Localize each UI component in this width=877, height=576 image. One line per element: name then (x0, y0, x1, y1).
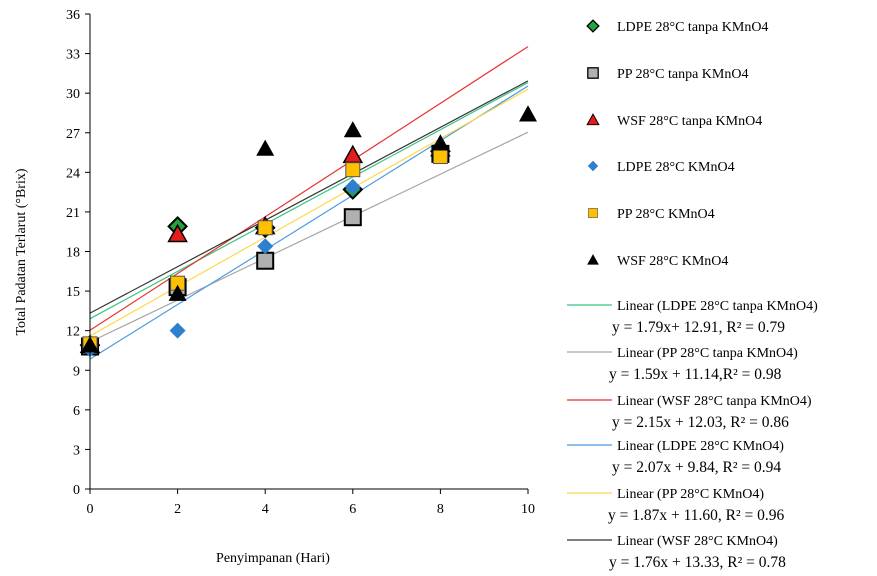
y-tick-label: 21 (66, 206, 80, 221)
legend-label: LDPE 28°C tanpa KMnO4 (617, 20, 768, 35)
trendline (89, 80, 529, 314)
legend-trend-item: Linear (LDPE 28°C KMnO4) y = 2.07x + 9.84… (567, 439, 784, 476)
trend-equation: y = 1.79x+ 12.91, R² = 0.79 (612, 319, 785, 336)
data-point (343, 208, 362, 227)
trend-equation: y = 2.15x + 12.03, R² = 0.86 (612, 414, 789, 431)
x-tick-label: 4 (262, 502, 269, 517)
legend-item: WSF 28°C KMnO4 (587, 254, 728, 269)
axes (89, 14, 528, 490)
y-tick-label: 18 (66, 246, 80, 261)
trendline (89, 131, 529, 343)
data-point (257, 238, 274, 255)
legend-label: WSF 28°C KMnO4 (617, 254, 728, 269)
legend-swatch (587, 67, 599, 79)
y-tick-label: 36 (66, 8, 80, 23)
y-tick-label: 3 (73, 443, 80, 458)
legend-trend-label: Linear (WSF 28°C tanpa KMnO4) (617, 394, 812, 409)
legend-item: PP 28°C tanpa KMnO4 (587, 67, 748, 82)
x-tick-label: 6 (349, 502, 356, 517)
trend-equation: y = 1.87x + 11.60, R² = 0.96 (608, 507, 785, 524)
trendline (89, 85, 529, 360)
y-tick-label: 27 (66, 127, 80, 142)
legend-item: LDPE 28°C tanpa KMnO4 (586, 19, 768, 35)
y-axis-title: Total Padatan Terlarut (°Brix) (14, 168, 29, 335)
legend-trend-item: Linear (PP 28°C KMnO4) y = 1.87x + 11.60,… (567, 487, 785, 524)
y-tick-label: 6 (73, 404, 80, 419)
data-point (342, 144, 364, 164)
x-tick-label: 8 (437, 502, 444, 517)
data-point (344, 178, 361, 195)
legend-trend-label: Linear (LDPE 28°C tanpa KMnO4) (617, 299, 818, 314)
data-point (167, 223, 188, 243)
data-point (169, 322, 186, 339)
y-tick-label: 0 (73, 483, 80, 498)
x-axis-title: Penyimpanan (Hari) (216, 551, 330, 566)
legend-trend-item: Linear (WSF 28°C tanpa KMnO4) y = 2.15x +… (567, 394, 812, 431)
trend-equation: y = 2.07x + 9.84, R² = 0.94 (612, 459, 781, 476)
trendline (89, 46, 529, 331)
trendline (89, 81, 529, 320)
data-point (256, 251, 275, 270)
x-tick-label: 10 (521, 502, 535, 517)
trend-equation: y = 1.59x + 11.14,R² = 0.98 (609, 366, 782, 383)
y-tick-label: 24 (66, 166, 80, 181)
trendlines (89, 46, 529, 360)
legend-trend-label: Linear (PP 28°C KMnO4) (617, 487, 764, 502)
legend-swatch (587, 160, 599, 172)
legend-item: PP 28°C KMnO4 (588, 207, 715, 222)
legend-label: PP 28°C KMnO4 (617, 207, 715, 222)
legend-trend-item: Linear (WSF 28°C KMnO4) y = 1.76x + 13.33… (567, 534, 786, 571)
y-tick-label: 9 (73, 364, 80, 379)
y-tick-label: 15 (66, 285, 80, 300)
legend-trend-label: Linear (PP 28°C tanpa KMnO4) (617, 346, 798, 361)
trendline (89, 88, 529, 337)
data-point (345, 162, 361, 178)
legend-item: LDPE 28°C KMnO4 (587, 160, 735, 175)
legend-item: WSF 28°C tanpa KMnO4 (586, 113, 762, 129)
y-tick-label: 12 (66, 325, 80, 340)
legend-trend-label: Linear (WSF 28°C KMnO4) (617, 534, 778, 549)
legend-trend-label: Linear (LDPE 28°C KMnO4) (617, 439, 784, 454)
data-markers (79, 105, 537, 358)
trend-equation: y = 1.76x + 13.33, R² = 0.78 (609, 554, 786, 571)
legend-label: PP 28°C tanpa KMnO4 (617, 67, 748, 82)
legend-trend-item: Linear (LDPE 28°C tanpa KMnO4) y = 1.79x+… (567, 299, 818, 336)
y-tick-label: 30 (66, 87, 80, 102)
data-point (257, 220, 273, 236)
data-point (256, 139, 275, 156)
legend: LDPE 28°C tanpa KMnO4 PP 28°C tanpa KMnO4… (567, 19, 818, 571)
legend-swatch (586, 19, 600, 33)
data-point (168, 284, 187, 301)
data-point (432, 149, 448, 164)
data-point (343, 121, 362, 138)
x-tick-label: 2 (174, 502, 181, 517)
y-tick-label: 33 (66, 48, 80, 63)
legend-label: WSF 28°C tanpa KMnO4 (617, 114, 762, 129)
legend-swatch (586, 113, 600, 126)
data-point (431, 134, 450, 151)
legend-label: LDPE 28°C KMnO4 (617, 160, 735, 175)
legend-swatch (587, 254, 599, 265)
data-point (519, 105, 537, 122)
x-tick-label: 0 (87, 502, 94, 517)
legend-trend-item: Linear (PP 28°C tanpa KMnO4) y = 1.59x + … (567, 346, 798, 383)
legend-swatch (588, 208, 598, 218)
